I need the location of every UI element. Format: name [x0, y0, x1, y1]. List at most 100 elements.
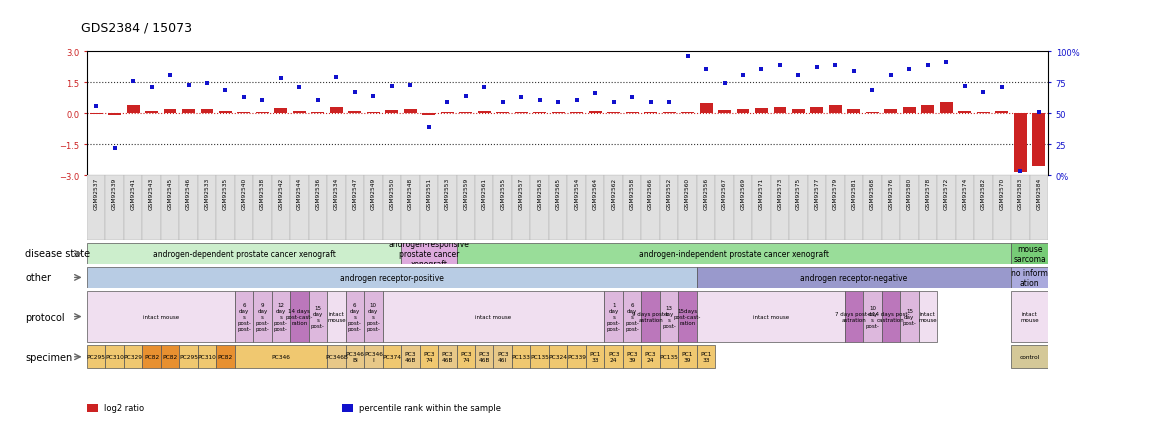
Bar — [716, 176, 734, 241]
Text: 12
day
s
post-
post-: 12 day s post- post- — [274, 303, 288, 331]
Point — [456, 93, 475, 100]
Point — [623, 94, 642, 101]
Text: 6
day
s
post-
post-: 6 day s post- post- — [347, 303, 361, 331]
Bar — [586, 345, 604, 368]
Bar — [623, 176, 642, 241]
Bar — [642, 176, 660, 241]
Text: GSM92561: GSM92561 — [482, 178, 486, 210]
Point — [881, 72, 900, 79]
Bar — [105, 345, 124, 368]
Text: 9
day
s
post-
post-: 9 day s post- post- — [256, 303, 270, 331]
Bar — [866, 113, 879, 114]
Text: GSM92558: GSM92558 — [630, 178, 635, 210]
Text: PC346: PC346 — [271, 355, 291, 359]
Text: GSM92567: GSM92567 — [723, 178, 727, 210]
Bar — [604, 176, 623, 241]
Bar — [478, 112, 491, 114]
Text: GDS2384 / 15073: GDS2384 / 15073 — [81, 22, 192, 35]
Bar — [126, 106, 139, 114]
Bar — [401, 243, 456, 264]
Point — [512, 94, 530, 101]
Bar — [771, 176, 790, 241]
Text: PC82: PC82 — [144, 355, 159, 359]
Point — [844, 69, 863, 76]
Point — [217, 87, 235, 94]
Bar — [774, 108, 786, 114]
Bar — [790, 176, 808, 241]
Bar — [1032, 114, 1046, 167]
Text: GSM92535: GSM92535 — [223, 178, 228, 210]
Bar — [512, 176, 530, 241]
Text: GSM92551: GSM92551 — [426, 178, 431, 210]
Point — [438, 99, 456, 106]
Text: intact
mouse: intact mouse — [327, 312, 346, 322]
Bar — [903, 108, 916, 114]
Bar — [512, 345, 530, 368]
Bar — [549, 176, 567, 241]
Point — [291, 85, 309, 92]
Point — [549, 99, 567, 106]
Bar — [885, 109, 897, 114]
Bar — [681, 113, 694, 114]
Text: no inform
ation: no inform ation — [1011, 268, 1048, 287]
Text: PC3
39: PC3 39 — [626, 352, 638, 362]
Text: GSM92546: GSM92546 — [186, 178, 191, 210]
Bar — [235, 176, 254, 241]
Text: 10
day
s
post-
post-: 10 day s post- post- — [366, 303, 380, 331]
Bar — [364, 176, 382, 241]
Bar — [382, 176, 401, 241]
Bar — [291, 176, 309, 241]
Point — [401, 82, 419, 89]
Text: GSM92582: GSM92582 — [981, 178, 985, 210]
Text: androgen-dependent prostate cancer xenograft: androgen-dependent prostate cancer xenog… — [153, 250, 336, 258]
Text: 9 days post-c
astration: 9 days post-c astration — [632, 312, 669, 322]
Bar — [179, 176, 198, 241]
Bar — [588, 112, 602, 114]
Point — [900, 66, 918, 73]
Bar — [163, 109, 176, 114]
Text: GSM92559: GSM92559 — [463, 178, 468, 210]
Text: GSM92555: GSM92555 — [500, 178, 505, 210]
Text: GSM92539: GSM92539 — [112, 178, 117, 210]
Text: PC310: PC310 — [198, 355, 217, 359]
Text: 15days
post-cast-
ration: 15days post-cast- ration — [674, 309, 702, 325]
Bar — [551, 113, 565, 114]
Text: PC339: PC339 — [567, 355, 586, 359]
Bar — [718, 111, 731, 114]
Bar — [309, 292, 328, 342]
Text: GSM92579: GSM92579 — [833, 178, 838, 210]
Text: GSM92541: GSM92541 — [131, 178, 135, 210]
Point — [161, 72, 179, 79]
Point — [660, 99, 679, 106]
Text: GSM92553: GSM92553 — [445, 178, 449, 210]
Text: PC3
46B: PC3 46B — [478, 352, 490, 362]
Bar — [419, 345, 438, 368]
Bar — [274, 108, 287, 114]
Text: GSM92549: GSM92549 — [371, 178, 376, 210]
Bar — [87, 176, 105, 241]
Text: 14 days
post-cast-
ration: 14 days post-cast- ration — [286, 309, 313, 325]
Bar — [955, 176, 974, 241]
Bar — [382, 345, 401, 368]
Text: GSM92578: GSM92578 — [925, 178, 930, 210]
Bar — [404, 110, 417, 114]
Bar — [660, 176, 679, 241]
Bar — [623, 345, 642, 368]
Text: PC295: PC295 — [87, 355, 105, 359]
Bar — [679, 176, 697, 241]
Text: GSM92562: GSM92562 — [611, 178, 616, 210]
Bar — [254, 292, 272, 342]
Text: GSM92543: GSM92543 — [149, 178, 154, 210]
Text: specimen: specimen — [25, 352, 73, 362]
Bar — [570, 113, 584, 114]
Point — [918, 62, 937, 69]
Text: androgen receptor-negative: androgen receptor-negative — [800, 273, 908, 282]
Text: GSM92533: GSM92533 — [205, 178, 210, 210]
Text: PC135: PC135 — [660, 355, 679, 359]
Bar — [345, 176, 364, 241]
Text: PC346
I: PC346 I — [364, 352, 383, 362]
Bar — [1011, 267, 1048, 288]
Bar — [607, 113, 620, 114]
Bar — [918, 292, 937, 342]
Text: 15
day
post-: 15 day post- — [902, 309, 916, 325]
